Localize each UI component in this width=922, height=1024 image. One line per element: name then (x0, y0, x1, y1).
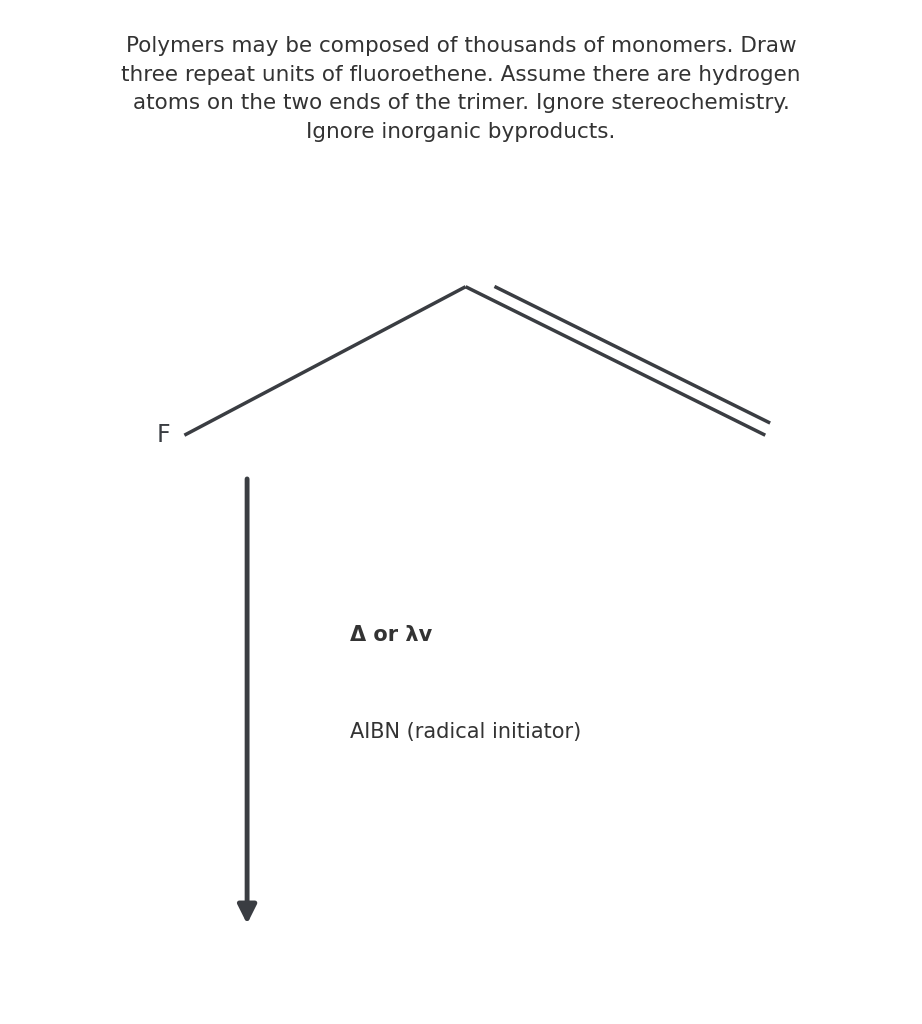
Text: AIBN (radical initiator): AIBN (radical initiator) (350, 722, 582, 742)
Text: Polymers may be composed of thousands of monomers. Draw
three repeat units of fl: Polymers may be composed of thousands of… (122, 36, 800, 142)
Text: F: F (157, 423, 171, 447)
Text: Δ or λv: Δ or λv (350, 625, 432, 645)
